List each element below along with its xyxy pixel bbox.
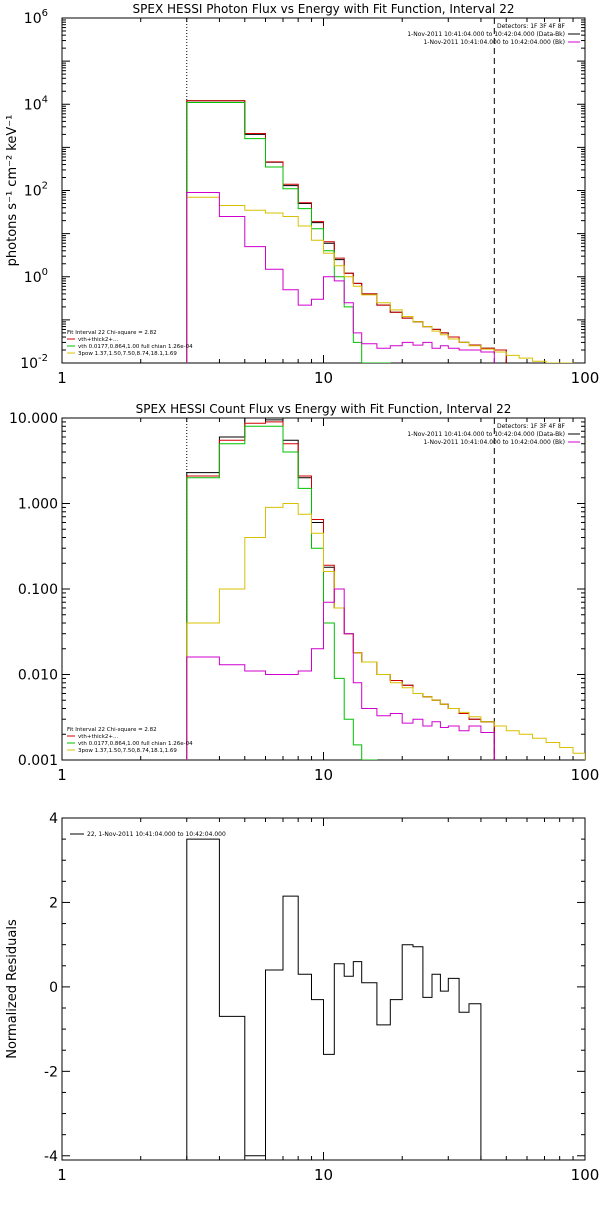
data-series-3 xyxy=(186,425,378,760)
legend-entry: 1-Nov-2011 10:41:04.000 to 10:42:04.000 … xyxy=(407,431,565,438)
series-group xyxy=(186,838,482,1160)
legend-entry: vth+thick2+... xyxy=(78,734,118,740)
y-tick-label: 10.000 xyxy=(9,411,58,427)
legend-entry: Detectors: 1F 3F 4F 8F xyxy=(497,423,566,430)
data-series-3 xyxy=(186,102,391,363)
data-series-4 xyxy=(186,196,574,363)
y-tick-label: 106 xyxy=(24,8,48,27)
legend-entry: Detectors: 1F 3F 4F 8F xyxy=(497,23,566,30)
data-series-5 xyxy=(186,588,495,760)
legend-entry: 3pow 1.37,1.50,7.50,8.74,18.1,1.69 xyxy=(78,351,177,357)
y-tick-label: 104 xyxy=(24,94,48,113)
plot-frame xyxy=(61,17,586,364)
y-tick-label: 100 xyxy=(24,267,48,286)
data-series-5 xyxy=(186,192,495,363)
x-tick-label: 100 xyxy=(571,369,600,387)
x-tick-label: 1 xyxy=(57,369,67,387)
data-series-1 xyxy=(186,100,507,363)
plot-frame xyxy=(61,817,586,1161)
legend-entry: 1-Nov-2011 10:41:04.000 to 10:42:04.000 … xyxy=(423,39,565,46)
y-tick-label: -2 xyxy=(44,1064,58,1080)
legend-entry: 1-Nov-2011 10:41:04.000 to 10:42:04.000 … xyxy=(423,439,565,446)
data-series-2 xyxy=(186,100,507,363)
y-tick-label: 102 xyxy=(24,181,48,200)
x-tick-label: 1 xyxy=(57,1166,67,1184)
x-tick-label: 10 xyxy=(314,1166,333,1184)
chart-panel-2: 1 10 100 0.001 0.010 0.100 1.000 10.000 SPEX HES… xyxy=(9,402,599,784)
chart-title: SPEX HESSI Photon Flux vs Energy with Fi… xyxy=(133,2,515,16)
x-tick-label: 10 xyxy=(314,766,333,784)
y-tick-label: 0.100 xyxy=(18,582,58,598)
y-tick-label: 1.000 xyxy=(18,497,58,513)
y-tick-label: 2 xyxy=(49,895,58,911)
legend-entry: 3pow 1.37,1.50,7.50,8.74,18.1,1.69 xyxy=(78,748,177,754)
y-tick-label: -4 xyxy=(44,1149,58,1165)
series-group xyxy=(186,100,574,363)
legend-entry: 1-Nov-2011 10:41:04.000 to 10:42:04.000 … xyxy=(407,31,565,38)
chart-panel-1: 1 10 100 10-2 100 102 104 106 SPEX HESSI Photon … xyxy=(5,2,599,387)
legend-entry: vth 0.0177,0.864,1.00 full chian 1.26e-0… xyxy=(78,741,193,747)
legend-entry: 22, 1-Nov-2011 10:41:04.000 to 10:42:04.… xyxy=(87,831,226,838)
series-group xyxy=(186,418,585,760)
x-tick-label: 100 xyxy=(571,766,600,784)
legend-entry: Fit Interval 22 Chi-square = 2.82 xyxy=(67,727,157,733)
legend-entry: Fit Interval 22 Chi-square = 2.82 xyxy=(67,330,157,336)
data-series-4 xyxy=(186,503,585,760)
data-series-1 xyxy=(186,418,495,760)
chart-panel-3: 1 10 100 -4 -2 0 2 4 Normalized Residuals 22, 1-N… xyxy=(5,811,599,1184)
data-series-1 xyxy=(186,838,482,1160)
y-tick-label: 4 xyxy=(49,811,58,827)
data-series-2 xyxy=(186,421,495,760)
y-tick-label: 10-2 xyxy=(20,353,48,372)
x-tick-label: 1 xyxy=(57,766,67,784)
y-axis-label: photons s⁻¹ cm⁻² keV⁻¹ xyxy=(5,115,20,267)
y-tick-label: 0.001 xyxy=(18,753,58,769)
x-tick-label: 10 xyxy=(314,369,333,387)
x-tick-label: 100 xyxy=(571,1166,600,1184)
y-axis-label: Normalized Residuals xyxy=(5,919,20,1059)
legend-entry: vth 0.0177,0.864,1.00 full chian 1.26e-0… xyxy=(78,344,193,350)
chart-title: SPEX HESSI Count Flux vs Energy with Fit… xyxy=(136,402,512,416)
y-tick-label: 0.010 xyxy=(18,668,58,684)
y-tick-label: 0 xyxy=(49,980,58,996)
legend-entry: vth+thick2+... xyxy=(78,337,118,343)
